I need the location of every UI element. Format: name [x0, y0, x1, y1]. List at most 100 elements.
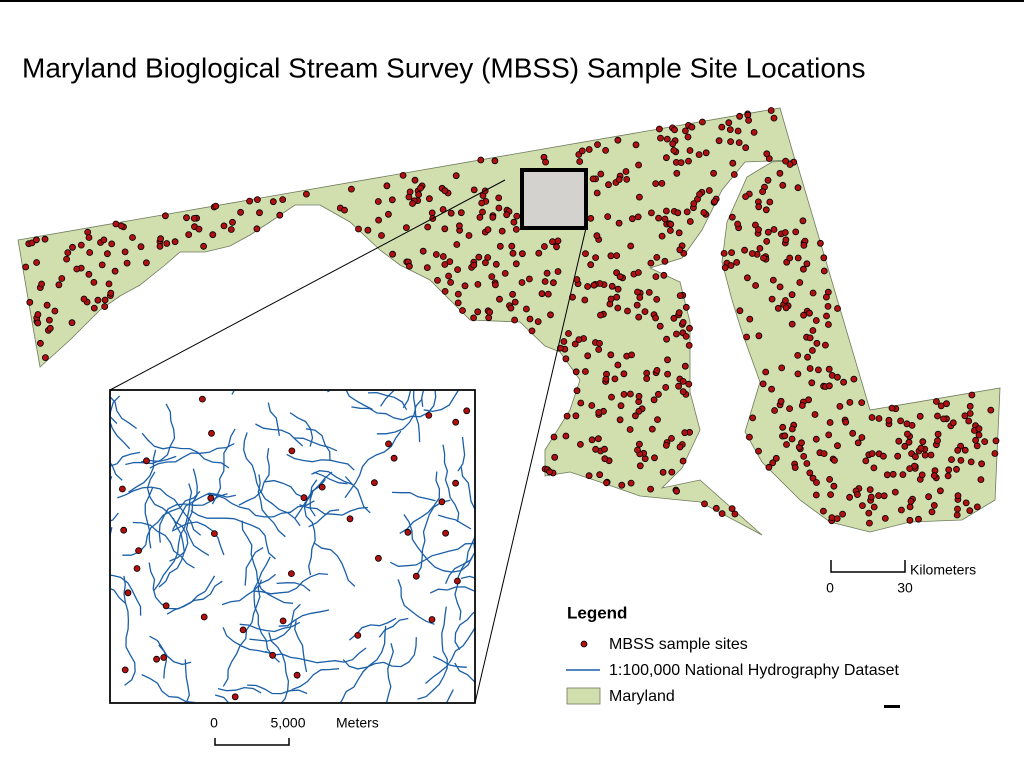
- site-dot: [509, 249, 517, 257]
- site-dot: [937, 402, 945, 410]
- site-dot: [755, 332, 763, 340]
- site-dot: [668, 434, 675, 442]
- stream: [278, 609, 330, 627]
- stream: [125, 403, 176, 466]
- stream: [171, 521, 225, 556]
- site-dot: [681, 362, 689, 370]
- stream: [454, 535, 475, 621]
- stream: [158, 517, 185, 588]
- site-dot: [981, 438, 989, 446]
- site-dot: [446, 258, 454, 266]
- site-dot: [347, 185, 355, 193]
- stream: [110, 413, 118, 424]
- site-dot: [653, 253, 661, 261]
- site-dot: [595, 408, 603, 416]
- site-dot: [378, 232, 385, 239]
- site-dot: [760, 254, 767, 262]
- legend-title: Legend: [567, 603, 627, 622]
- site-dot: [577, 399, 585, 407]
- site-dot: [647, 259, 655, 267]
- site-dot: [209, 231, 217, 239]
- stream: [380, 390, 396, 407]
- site-dot: [634, 446, 641, 454]
- site-dot: [163, 240, 171, 247]
- scale-unit: Kilometers: [910, 562, 976, 578]
- site-dot: [425, 411, 433, 419]
- site-dot: [162, 602, 170, 610]
- site-dot: [562, 355, 570, 363]
- stream: [351, 390, 437, 421]
- site-dot: [495, 204, 503, 212]
- site-dot: [470, 261, 478, 269]
- site-dot: [389, 250, 397, 258]
- inset-border: [109, 389, 476, 704]
- site-dot: [820, 254, 828, 262]
- site-dot: [652, 273, 660, 281]
- site-dot: [710, 169, 717, 177]
- site-dot: [402, 224, 410, 232]
- site-dot: [850, 375, 858, 383]
- site-dot: [685, 157, 692, 165]
- site-dot: [786, 405, 793, 413]
- site-dot: [803, 460, 811, 467]
- site-dot: [733, 258, 741, 266]
- site-dot: [811, 411, 819, 418]
- site-dot: [364, 226, 372, 234]
- site-dot: [934, 430, 942, 438]
- site-dot: [491, 281, 499, 289]
- site-dot: [604, 213, 612, 221]
- site-dot: [584, 352, 592, 360]
- site-dot: [934, 437, 941, 445]
- site-dot: [681, 429, 689, 437]
- site-dot: [318, 483, 326, 491]
- site-dot: [788, 320, 796, 328]
- site-dot: [654, 416, 661, 424]
- site-dot: [867, 493, 875, 501]
- site-dot: [968, 391, 976, 399]
- scale-label: 30: [897, 580, 913, 596]
- site-dot: [632, 412, 639, 420]
- site-dot: [794, 254, 802, 262]
- site-dot: [782, 304, 790, 312]
- site-dot: [781, 432, 789, 440]
- site-dot: [953, 511, 961, 519]
- site-dot: [834, 305, 841, 312]
- site-dot: [375, 216, 383, 224]
- site-dot: [602, 146, 609, 154]
- site-dot: [607, 351, 615, 359]
- site-dot: [658, 232, 666, 240]
- site-dot: [581, 296, 589, 304]
- site-dot: [565, 330, 572, 337]
- site-dot: [800, 452, 808, 460]
- site-dot: [589, 175, 597, 183]
- site-dot: [798, 439, 805, 447]
- site-dot: [465, 232, 473, 239]
- site-dot: [452, 172, 460, 180]
- site-dot: [655, 214, 662, 222]
- site-dot: [978, 460, 985, 468]
- site-dot: [676, 246, 684, 254]
- site-dot: [839, 510, 846, 518]
- site-dot: [601, 455, 609, 463]
- site-dot: [945, 466, 953, 474]
- site-dot: [605, 181, 612, 189]
- site-dot: [744, 274, 751, 282]
- site-dot: [656, 125, 663, 133]
- site-dot: [90, 304, 98, 312]
- site-dot: [547, 311, 554, 319]
- site-dot: [901, 442, 909, 450]
- site-dot: [794, 351, 802, 359]
- site-dot: [428, 616, 436, 623]
- site-dot: [509, 290, 516, 298]
- site-dot: [673, 169, 681, 177]
- site-dot: [633, 301, 641, 309]
- stream: [460, 575, 475, 580]
- site-dot: [354, 632, 362, 639]
- site-dot: [592, 445, 599, 453]
- site-dot: [809, 289, 817, 297]
- site-dot: [85, 234, 93, 241]
- site-dot: [772, 454, 780, 462]
- site-dot: [763, 237, 771, 245]
- site-dot: [883, 471, 891, 479]
- stream: [110, 574, 142, 616]
